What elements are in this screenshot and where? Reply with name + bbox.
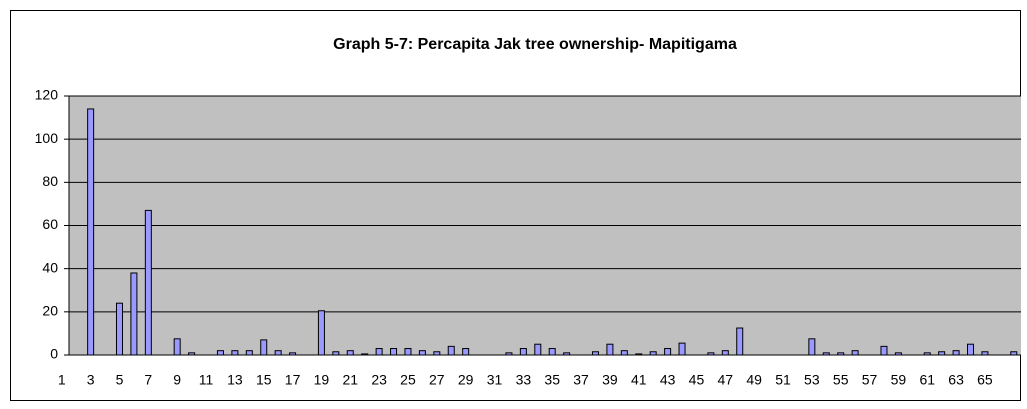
x-tick-label: 15 <box>256 372 272 388</box>
bar <box>635 353 643 356</box>
x-tick-label: 31 <box>487 372 503 388</box>
bar <box>505 352 513 356</box>
x-tick-label: 39 <box>602 372 618 388</box>
bar <box>462 348 470 356</box>
x-tick-label: 47 <box>718 372 734 388</box>
x-tick-label: 23 <box>371 372 387 388</box>
bar <box>721 350 729 356</box>
bar <box>851 350 859 356</box>
bar <box>87 108 95 356</box>
bar <box>289 352 297 356</box>
bar <box>274 350 282 356</box>
y-tick-label: 80 <box>42 173 58 189</box>
bar <box>837 352 845 356</box>
bar <box>534 343 542 356</box>
bar <box>447 345 455 356</box>
x-tick-label: 63 <box>948 372 964 388</box>
x-tick-label: 57 <box>862 372 878 388</box>
bar <box>130 272 138 356</box>
bar <box>260 339 268 356</box>
bar <box>144 209 152 356</box>
bar <box>433 351 441 356</box>
bar <box>346 350 354 356</box>
bar <box>231 350 239 356</box>
x-tick-label: 29 <box>458 372 474 388</box>
x-tick-label: 35 <box>544 372 560 388</box>
x-tick-label: 13 <box>227 372 243 388</box>
bar <box>591 351 599 356</box>
bar <box>216 350 224 356</box>
bar <box>707 352 715 356</box>
x-tick-label: 53 <box>804 372 820 388</box>
bar <box>938 351 946 356</box>
bar <box>967 343 975 356</box>
bar <box>548 348 556 356</box>
x-tick-label: 33 <box>516 372 532 388</box>
bar <box>620 350 628 356</box>
bar <box>678 342 686 356</box>
x-tick-label: 43 <box>660 372 676 388</box>
bar <box>173 338 181 356</box>
bar <box>736 327 744 356</box>
x-tick-label: 25 <box>400 372 416 388</box>
chart-title: Graph 5-7: Percapita Jak tree ownership-… <box>333 36 737 53</box>
bar <box>952 350 960 356</box>
bar <box>418 350 426 356</box>
x-tick-label: 37 <box>573 372 589 388</box>
x-tick-label: 1 <box>58 372 66 388</box>
y-tick-label: 0 <box>50 346 58 362</box>
bar <box>245 350 253 356</box>
x-tick-label: 17 <box>285 372 301 388</box>
bar <box>519 348 527 356</box>
bar <box>390 348 398 356</box>
bar <box>649 351 657 356</box>
x-tick-label: 61 <box>919 372 935 388</box>
bar <box>375 348 383 356</box>
bar <box>188 352 196 356</box>
bar <box>923 352 931 356</box>
bar <box>361 353 369 356</box>
x-tick-label: 49 <box>746 372 762 388</box>
x-tick-label: 45 <box>689 372 705 388</box>
x-tick-label: 9 <box>173 372 181 388</box>
bar <box>808 338 816 356</box>
x-tick-label: 41 <box>631 372 647 388</box>
bar <box>880 345 888 356</box>
x-tick-label: 3 <box>87 372 95 388</box>
bar <box>404 348 412 356</box>
y-tick-label: 100 <box>35 130 59 146</box>
x-tick-label: 55 <box>833 372 849 388</box>
bar <box>822 352 830 356</box>
x-tick-label: 59 <box>891 372 907 388</box>
bar <box>332 351 340 356</box>
y-tick-label: 120 <box>35 87 59 103</box>
bar <box>317 310 325 356</box>
x-tick-label: 65 <box>977 372 993 388</box>
bar <box>563 352 571 356</box>
x-tick-label: 11 <box>199 372 214 388</box>
bar <box>606 343 614 356</box>
bar <box>1010 351 1018 356</box>
x-tick-label: 27 <box>429 372 445 388</box>
x-tick-label: 7 <box>144 372 152 388</box>
y-tick-label: 20 <box>42 303 58 319</box>
x-tick-label: 19 <box>314 372 330 388</box>
x-tick-label: 5 <box>116 372 124 388</box>
x-tick-label: 21 <box>342 372 358 388</box>
bar <box>115 302 123 356</box>
bar <box>894 352 902 356</box>
y-tick-label: 40 <box>42 259 58 275</box>
y-tick-label: 60 <box>42 216 58 232</box>
x-tick-label: 51 <box>775 372 791 388</box>
bar <box>981 351 989 356</box>
bar <box>664 348 672 356</box>
